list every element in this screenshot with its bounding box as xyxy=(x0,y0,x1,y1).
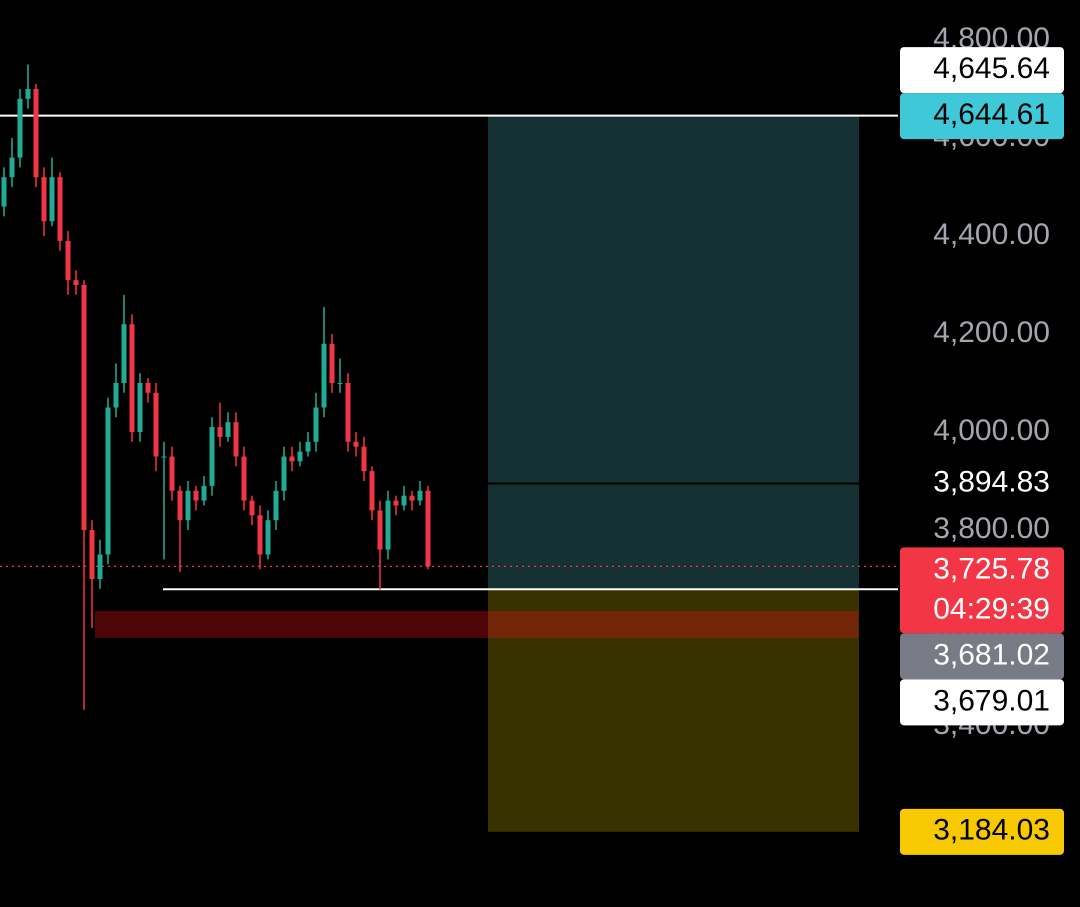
price-label: 3,894.83 xyxy=(933,465,1050,498)
price-label: 4,644.61 xyxy=(900,93,1064,140)
price-label-text: 4,644.61 xyxy=(933,98,1050,131)
candle-body xyxy=(337,382,343,384)
candle-body xyxy=(401,495,407,506)
price-label-box xyxy=(900,47,1064,94)
price-label-text: 04:29:39 xyxy=(933,592,1050,625)
candle-body xyxy=(297,451,303,462)
price-label-box xyxy=(900,547,1064,634)
price-label-box xyxy=(900,679,1064,726)
candle-body xyxy=(409,495,415,501)
price-label: 3,681.02 xyxy=(900,633,1064,680)
candle-body xyxy=(321,343,327,408)
y-tick-label: 3,800.00 xyxy=(933,512,1050,545)
candle-body xyxy=(289,456,295,462)
price-label-text: 3,184.03 xyxy=(933,814,1050,847)
candle-body xyxy=(33,88,39,178)
price-label: 3,725.78 04:29:39 xyxy=(900,547,1064,634)
loss-zone xyxy=(488,588,859,832)
candle-body xyxy=(105,407,111,555)
candle-body xyxy=(425,490,431,567)
candle-body xyxy=(265,520,271,555)
candle-body xyxy=(393,500,399,506)
supply-zone xyxy=(95,610,858,638)
candle-body xyxy=(377,510,383,550)
candle-body xyxy=(169,456,175,491)
price-label: 4,645.64 xyxy=(900,47,1064,94)
candle-body xyxy=(49,177,55,222)
candle-body xyxy=(361,446,367,472)
price-label-text: 3,725.78 xyxy=(933,552,1050,585)
candle-body xyxy=(257,515,263,555)
candle-body xyxy=(185,490,191,521)
candle-body xyxy=(209,427,215,486)
candle-body xyxy=(153,392,159,457)
candle-body xyxy=(81,284,87,530)
candle-body xyxy=(305,441,311,452)
price-label: 3,184.03 xyxy=(900,808,1064,855)
price-label-text: 3,894.83 xyxy=(933,465,1050,498)
candle-body xyxy=(249,500,255,516)
candle-body xyxy=(217,427,223,437)
candle-body xyxy=(417,490,423,501)
candle-body xyxy=(145,382,151,393)
candle-body xyxy=(353,441,359,447)
candle-body xyxy=(65,240,71,281)
candle-body xyxy=(161,456,167,458)
candle-body xyxy=(281,456,287,491)
y-tick-label: 4,200.00 xyxy=(933,316,1050,349)
candle-body xyxy=(385,500,391,550)
candle-body xyxy=(113,382,119,408)
candle-body xyxy=(25,88,31,99)
price-label-text: 4,645.64 xyxy=(933,52,1050,85)
price-label-box xyxy=(900,808,1064,855)
candle-body xyxy=(225,422,231,437)
candle-body xyxy=(129,324,135,432)
candle-body xyxy=(241,456,247,501)
y-tick-label: 4,000.00 xyxy=(933,414,1050,447)
candle-body xyxy=(193,490,199,501)
candle-body xyxy=(137,382,143,432)
candle-body xyxy=(201,485,207,501)
candle-body xyxy=(345,382,351,442)
candle-body xyxy=(177,490,183,521)
candle-body xyxy=(41,177,47,222)
candle-body xyxy=(1,177,7,207)
candle-body xyxy=(17,98,23,158)
price-label-box xyxy=(900,93,1064,140)
candle-body xyxy=(57,177,63,241)
candle-body xyxy=(9,157,15,178)
candle-body xyxy=(121,324,127,383)
price-label-box xyxy=(900,633,1064,680)
price-label-text: 3,681.02 xyxy=(933,638,1050,671)
price-label: 3,679.01 xyxy=(900,679,1064,726)
candle-body xyxy=(369,471,375,511)
profit-zone xyxy=(488,116,859,589)
candle-body xyxy=(329,343,335,383)
candle-body xyxy=(89,529,95,579)
candle-body xyxy=(273,490,279,521)
candle-body xyxy=(233,422,239,457)
candle-body xyxy=(73,280,79,285)
candle-body xyxy=(97,554,103,579)
candle-body xyxy=(313,407,319,442)
price-label-text: 3,679.01 xyxy=(933,684,1050,717)
y-tick-label: 4,400.00 xyxy=(933,218,1050,251)
